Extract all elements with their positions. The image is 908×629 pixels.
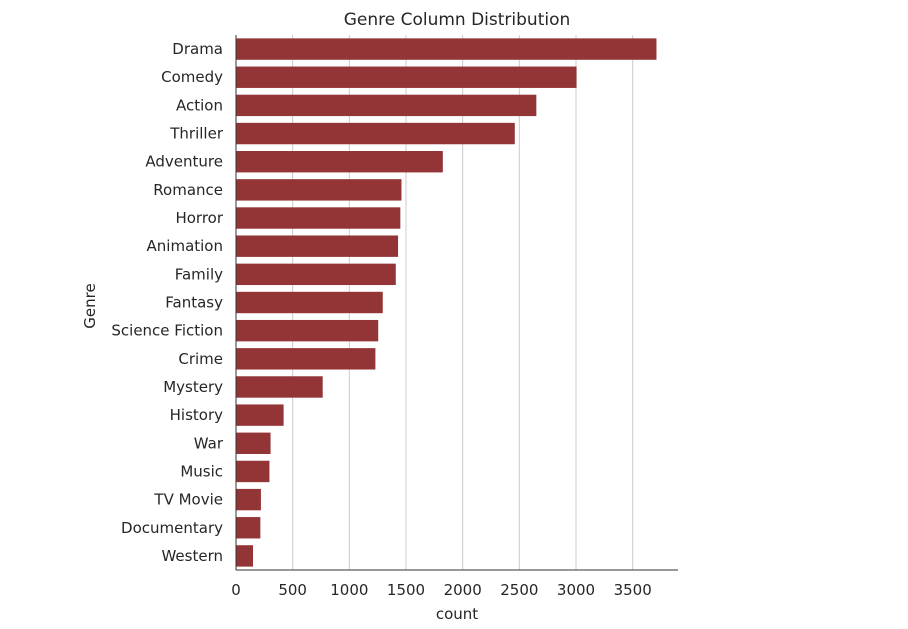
x-tick-label: 3000 [557,581,595,599]
bar-romance [236,179,402,201]
x-axis-title: count [436,605,478,623]
bar-mystery [236,376,323,398]
category-label: Family [175,265,223,283]
x-tick-label: 2500 [500,581,538,599]
category-label: Animation [147,237,223,255]
bar-animation [236,235,399,257]
category-label: Adventure [145,153,223,171]
category-label: Comedy [161,68,223,86]
bar-horror [236,207,401,229]
bar-tv-movie [236,488,261,511]
category-label: Thriller [169,125,224,143]
category-label: Western [161,547,223,565]
x-tick-label: 1000 [330,581,368,599]
category-label: Mystery [163,378,223,396]
x-tick-label: 0 [231,581,241,599]
bar-war [236,432,271,454]
x-tick-label: 2000 [444,581,482,599]
bar-history [236,404,284,426]
category-label: Documentary [121,519,223,537]
category-labels: Drama Comedy Action Thriller Adventure Romanc… [111,40,223,565]
chart-title: Genre Column Distribution [344,10,571,30]
category-label: History [170,406,223,424]
bar-comedy [236,66,577,88]
x-tick-label: 3500 [614,581,652,599]
bar-action [236,94,537,117]
bar-western [236,545,253,567]
bar-adventure [236,151,443,173]
bar-documentary [236,517,261,539]
category-label: Romance [153,181,223,199]
category-label: Drama [172,40,223,58]
bar-fantasy [236,291,383,314]
bar-thriller [236,122,515,145]
category-label: Music [180,462,223,480]
category-label: TV Movie [153,491,223,509]
category-label: Crime [178,350,223,368]
x-tick-label: 1500 [387,581,425,599]
bars [236,38,657,567]
bar-crime [236,348,376,370]
category-label: Horror [175,209,223,227]
axes [235,35,678,571]
x-tick-label: 500 [278,581,307,599]
y-axis-title: Genre [81,283,99,328]
bar-family [236,263,396,286]
bar-science-fiction [236,319,379,342]
category-label: Fantasy [165,294,223,312]
category-label: Science Fiction [111,322,223,340]
category-label: War [194,434,224,452]
bar-drama [236,38,657,60]
category-label: Action [176,96,223,114]
x-tick-labels: 0 500 1000 1500 2000 2500 3000 3500 [231,581,652,599]
bar-music [236,460,270,483]
